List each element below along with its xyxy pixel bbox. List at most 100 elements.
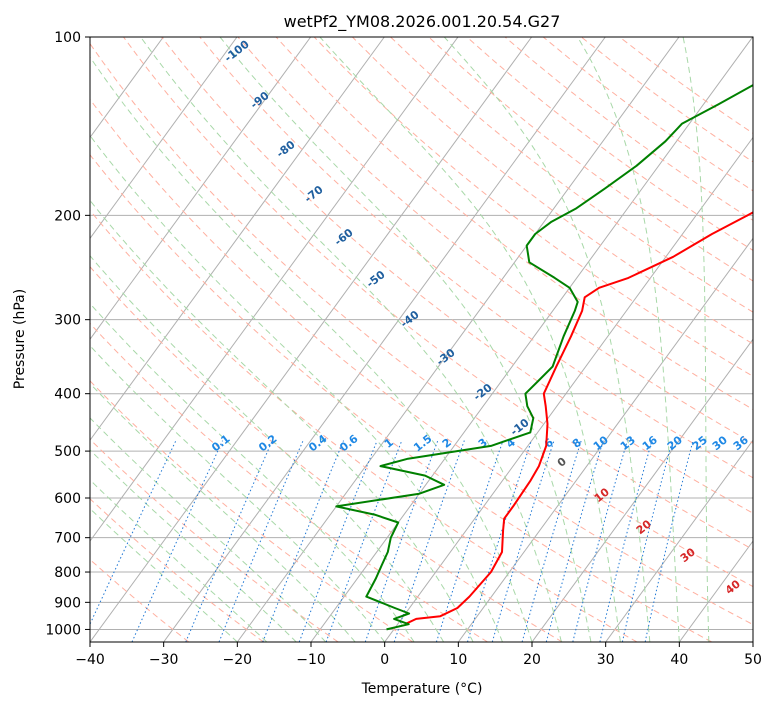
x-tick-label: 0 xyxy=(380,652,389,668)
mixing-ratio-line xyxy=(572,440,628,642)
dry-adiabat-line xyxy=(313,37,753,377)
moist-adiabat-line xyxy=(90,254,445,642)
mixing-ratio-line xyxy=(435,440,504,642)
x-tick-label: −40 xyxy=(75,652,105,668)
dry-adiabat-label: -90 xyxy=(248,89,272,112)
dry-adiabat-line xyxy=(123,37,753,551)
x-tick-label: −10 xyxy=(296,652,326,668)
x-tick-label: 10 xyxy=(449,652,467,668)
mixing-ratio-line xyxy=(545,440,604,642)
y-tick-label: 900 xyxy=(54,595,81,611)
dry-adiabat-line xyxy=(542,37,753,192)
mixing-ratio-line xyxy=(131,440,224,642)
dry-adiabat-label: -100 xyxy=(222,37,252,64)
mixing-ratio-label: 13 xyxy=(618,433,638,453)
x-tick-label: 40 xyxy=(670,652,688,668)
profile-line xyxy=(335,83,753,631)
mixing-ratio-line xyxy=(521,440,582,642)
isotherm-line xyxy=(163,37,606,642)
dry-adiabat-line xyxy=(90,558,190,642)
mixing-ratio-line xyxy=(599,440,653,642)
mixing-ratio-line xyxy=(491,440,555,642)
chart-title: wetPf2_YM08.2026.001.20.54.G27 xyxy=(284,12,561,32)
isotherm-line xyxy=(457,237,753,642)
mixing-ratio-label: 30 xyxy=(710,433,730,453)
dry-adiabat-label: -70 xyxy=(302,183,326,206)
axes: −40 −30 −20 −10 0 10 20 30 40 5010020030040050060… xyxy=(45,30,762,668)
dry-adiabat-line xyxy=(90,498,264,642)
isotherm-line xyxy=(90,37,385,442)
mixing-ratio-line xyxy=(218,440,304,642)
dry-adiabat-line xyxy=(90,322,488,642)
dry-adiabat-label: -50 xyxy=(364,268,388,291)
mixing-ratio-line xyxy=(90,440,177,626)
dry-adiabat-label: -30 xyxy=(434,346,458,369)
x-tick-label: −30 xyxy=(149,652,179,668)
y-axis-label: Pressure (hPa) xyxy=(12,289,28,389)
y-tick-label: 1000 xyxy=(45,622,81,638)
dry-adiabat-line xyxy=(275,37,753,411)
dry-adiabat-line xyxy=(352,37,753,345)
mixing-ratio-line xyxy=(364,440,439,642)
x-tick-label: 50 xyxy=(744,652,762,668)
y-tick-label: 400 xyxy=(54,387,81,403)
dry-adiabat-line xyxy=(466,37,753,251)
moist-adiabat-line xyxy=(443,37,651,642)
moist-adiabat-line xyxy=(90,417,327,642)
dry-adiabat-line xyxy=(428,37,753,282)
moist-adiabat-line xyxy=(90,479,268,642)
dry-adiabat-label: -40 xyxy=(398,308,422,331)
y-tick-label: 200 xyxy=(54,208,81,224)
moist-adiabat-label: 30 xyxy=(678,545,698,565)
dry-adiabat-line xyxy=(90,209,638,642)
isotherm-line xyxy=(90,37,312,341)
moist-adiabat-line xyxy=(319,37,621,642)
moist-adiabat-line xyxy=(682,37,710,642)
mixing-ratio-line xyxy=(467,440,532,642)
dry-adiabat-label: -60 xyxy=(332,226,356,249)
mixing-ratio-label: 16 xyxy=(640,433,660,453)
dry-adiabat-line xyxy=(90,98,753,626)
y-tick-label: 300 xyxy=(54,313,81,329)
moist-adiabat-line xyxy=(90,199,474,642)
dry-adiabat-line xyxy=(390,37,753,313)
plot-frame xyxy=(89,36,754,643)
moist-adiabat-line xyxy=(90,507,238,642)
mixing-ratio-line xyxy=(325,440,403,642)
moist-adiabat-line xyxy=(140,37,562,642)
x-tick-label: 30 xyxy=(597,652,615,668)
dry-adiabat-line xyxy=(90,42,753,588)
isotherm-line xyxy=(752,641,753,642)
moist-adiabat-line xyxy=(90,449,297,642)
x-tick-label: −20 xyxy=(223,652,253,668)
dry-adiabat-line xyxy=(504,37,753,221)
dry-adiabat-line xyxy=(90,438,339,642)
x-tick-label: 20 xyxy=(523,652,541,668)
mixing-ratio-line xyxy=(644,440,694,642)
x-axis-label: Temperature (°C) xyxy=(361,681,483,697)
plot-area: -100-90-80-70-60-50-40-30-20-10010203040… xyxy=(90,37,753,642)
y-tick-label: 800 xyxy=(54,565,81,581)
y-tick-label: 700 xyxy=(54,531,81,547)
dry-adiabat-line xyxy=(90,265,563,642)
isotherm-line xyxy=(605,439,753,642)
dry-adiabat-line xyxy=(619,37,753,134)
moist-adiabat-line xyxy=(90,344,386,642)
mixing-ratio-label: 6 xyxy=(542,436,556,451)
moist-adiabat-line xyxy=(90,382,356,642)
mixing-ratio-line xyxy=(185,440,273,642)
isotherm-line xyxy=(90,37,459,542)
moist-adiabat-line xyxy=(577,37,680,642)
moist-adiabat-line xyxy=(219,37,592,642)
moist-adiabat-line xyxy=(90,302,415,642)
dry-adiabat-line xyxy=(90,380,414,642)
moist-adiabat-label: 0 xyxy=(555,455,569,470)
isotherm-line xyxy=(236,37,680,642)
dry-adiabat-label: -20 xyxy=(471,381,495,404)
y-tick-label: 500 xyxy=(54,444,81,460)
dry-adiabat-line xyxy=(237,37,753,444)
moist-adiabat-label: 10 xyxy=(592,485,612,505)
isotherm-line xyxy=(90,37,238,240)
profile-line xyxy=(404,211,753,626)
